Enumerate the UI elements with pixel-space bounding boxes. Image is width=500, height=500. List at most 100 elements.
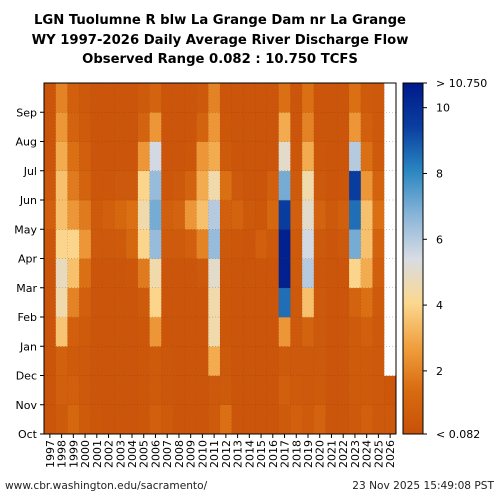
- heatmap-cell: [44, 287, 57, 318]
- heatmap-cell: [302, 404, 315, 435]
- heatmap-cell: [90, 317, 103, 347]
- heatmap-cell: [290, 170, 303, 201]
- heatmap-cell: [55, 375, 68, 406]
- heatmap-cell: [290, 200, 303, 230]
- heatmap-cell: [149, 317, 162, 347]
- heatmap-cell: [173, 375, 186, 406]
- y-tick-label: Feb: [18, 311, 37, 324]
- heatmap-cell: [196, 375, 209, 406]
- heatmap-cell: [337, 229, 350, 259]
- heatmap-cell: [349, 258, 362, 289]
- heatmap-cell: [114, 258, 127, 289]
- heatmap-cell: [184, 141, 197, 172]
- heatmap-cell: [196, 287, 209, 318]
- heatmap-cell: [360, 141, 373, 172]
- heatmap-cell: [79, 346, 92, 376]
- heatmap-cell: [161, 200, 174, 230]
- heatmap-cell: [67, 229, 80, 259]
- heatmap-cell: [184, 375, 197, 406]
- x-tick-label: 2012: [220, 440, 233, 468]
- heatmap-cell: [220, 317, 233, 347]
- heatmap-cell: [372, 170, 385, 201]
- heatmap-cell: [231, 375, 244, 406]
- heatmap-cell: [55, 170, 68, 201]
- heatmap-cell: [208, 112, 221, 142]
- heatmap-cell: [149, 141, 162, 172]
- heatmap-cell: [220, 258, 233, 289]
- heatmap-cell: [337, 375, 350, 406]
- x-tick-label: 2016: [267, 440, 280, 468]
- heatmap-cell: [384, 141, 397, 172]
- heatmap-cell: [173, 404, 186, 435]
- heatmap-cell: [337, 404, 350, 435]
- x-tick-label: 1999: [67, 440, 80, 468]
- heatmap-cell: [44, 229, 57, 259]
- heatmap-cell: [302, 317, 315, 347]
- heatmap-cell: [220, 287, 233, 318]
- heatmap-cell: [313, 141, 326, 172]
- heatmap-cell: [372, 287, 385, 318]
- heatmap-cell: [173, 170, 186, 201]
- heatmap-cell: [349, 200, 362, 230]
- x-tick-label: 2021: [325, 440, 338, 468]
- heatmap-cell: [372, 229, 385, 259]
- x-tick-label: 2014: [243, 440, 256, 468]
- x-tick-label: 2002: [103, 440, 116, 468]
- heatmap-cell: [360, 346, 373, 376]
- x-tick-label: 2024: [361, 440, 374, 468]
- heatmap-cell: [220, 346, 233, 376]
- x-tick-label: 2026: [384, 440, 397, 468]
- x-tick-label: 2004: [126, 440, 139, 468]
- heatmap-cell: [184, 258, 197, 289]
- heatmap-cell: [302, 170, 315, 201]
- heatmap-cell: [149, 229, 162, 259]
- heatmap-cell: [290, 375, 303, 406]
- heatmap-cell: [220, 375, 233, 406]
- x-tick-label: 1998: [56, 440, 69, 468]
- heatmap-cell: [360, 375, 373, 406]
- heatmap-cell: [313, 317, 326, 347]
- heatmap-cell: [184, 229, 197, 259]
- heatmap-cell: [161, 317, 174, 347]
- heatmap-cell: [278, 112, 291, 142]
- heatmap-cell: [231, 258, 244, 289]
- heatmap-cell: [137, 83, 150, 113]
- heatmap-cell: [337, 141, 350, 172]
- heatmap-cell: [161, 83, 174, 113]
- heatmap-cell: [325, 287, 338, 318]
- heatmap-cell: [161, 229, 174, 259]
- heatmap-cell: [90, 200, 103, 230]
- heatmap-cell: [313, 258, 326, 289]
- x-tick-label: 2025: [372, 440, 385, 468]
- heatmap-cell: [231, 317, 244, 347]
- heatmap-cell: [102, 170, 115, 201]
- heatmap-cell: [337, 112, 350, 142]
- heatmap-cell: [255, 229, 268, 259]
- heatmap-cell: [79, 375, 92, 406]
- heatmap-cell: [137, 375, 150, 406]
- x-tick-label: 2008: [173, 440, 186, 468]
- heatmap-cell: [196, 404, 209, 435]
- heatmap-cell: [90, 83, 103, 113]
- heatmap-cell: [126, 287, 139, 318]
- heatmap-cell: [325, 200, 338, 230]
- heatmap-cell: [102, 112, 115, 142]
- x-tick-label: 2013: [232, 440, 245, 468]
- heatmap-cell: [149, 375, 162, 406]
- heatmap-cell: [255, 200, 268, 230]
- heatmap-cell: [44, 200, 57, 230]
- heatmap-cell: [184, 287, 197, 318]
- heatmap-cell: [79, 83, 92, 113]
- y-tick-label: Dec: [16, 370, 37, 383]
- heatmap-cell: [114, 112, 127, 142]
- heatmap-cell: [243, 141, 256, 172]
- heatmap-cell: [290, 229, 303, 259]
- heatmap-cell: [126, 317, 139, 347]
- heatmap-cell: [337, 83, 350, 113]
- heatmap-cell: [67, 258, 80, 289]
- heatmap-cell: [278, 346, 291, 376]
- heatmap-cell: [372, 112, 385, 142]
- colorbar-max-label: > 10.750: [436, 77, 487, 90]
- heatmap-cell: [313, 346, 326, 376]
- heatmap-cell: [149, 83, 162, 113]
